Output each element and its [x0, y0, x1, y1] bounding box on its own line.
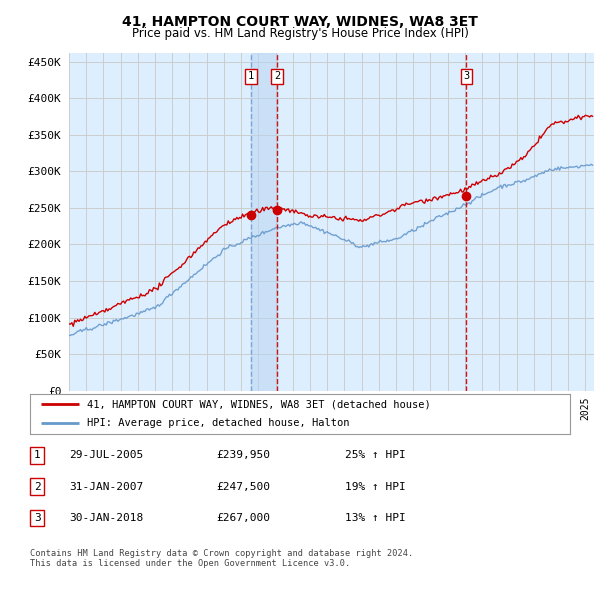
Text: 3: 3 — [34, 513, 41, 523]
Text: 19% ↑ HPI: 19% ↑ HPI — [345, 482, 406, 491]
Text: 30-JAN-2018: 30-JAN-2018 — [69, 513, 143, 523]
Text: £247,500: £247,500 — [216, 482, 270, 491]
Text: £267,000: £267,000 — [216, 513, 270, 523]
Bar — [251, 53, 277, 391]
Text: Contains HM Land Registry data © Crown copyright and database right 2024.: Contains HM Land Registry data © Crown c… — [30, 549, 413, 558]
Text: 2: 2 — [274, 71, 280, 81]
Text: £239,950: £239,950 — [216, 451, 270, 460]
Text: 25% ↑ HPI: 25% ↑ HPI — [345, 451, 406, 460]
Text: 41, HAMPTON COURT WAY, WIDNES, WA8 3ET (detached house): 41, HAMPTON COURT WAY, WIDNES, WA8 3ET (… — [86, 399, 430, 409]
Text: 1: 1 — [248, 71, 254, 81]
Text: 13% ↑ HPI: 13% ↑ HPI — [345, 513, 406, 523]
Text: 3: 3 — [463, 71, 469, 81]
Text: 1: 1 — [34, 451, 41, 460]
Text: Price paid vs. HM Land Registry's House Price Index (HPI): Price paid vs. HM Land Registry's House … — [131, 27, 469, 40]
Text: 29-JUL-2005: 29-JUL-2005 — [69, 451, 143, 460]
Text: 41, HAMPTON COURT WAY, WIDNES, WA8 3ET: 41, HAMPTON COURT WAY, WIDNES, WA8 3ET — [122, 15, 478, 29]
Text: 31-JAN-2007: 31-JAN-2007 — [69, 482, 143, 491]
Text: 2: 2 — [34, 482, 41, 491]
Text: This data is licensed under the Open Government Licence v3.0.: This data is licensed under the Open Gov… — [30, 559, 350, 568]
Text: HPI: Average price, detached house, Halton: HPI: Average price, detached house, Halt… — [86, 418, 349, 428]
